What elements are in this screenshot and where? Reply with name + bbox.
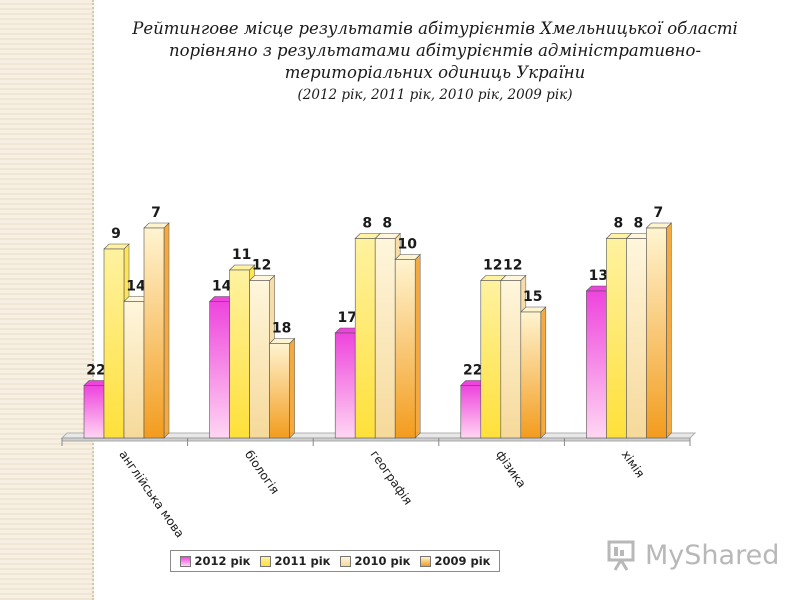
category-label: біологія	[242, 448, 282, 497]
data-label-1-0: 14	[212, 279, 232, 295]
chart-title: Рейтингове місце результатів абітурієнті…	[110, 18, 760, 106]
legend-swatch	[259, 555, 271, 567]
bar-0-3	[143, 222, 170, 439]
legend-item: 2011 рік	[259, 554, 331, 568]
legend-label: 2009 рік	[434, 554, 491, 568]
data-label-0-0: 22	[86, 363, 105, 379]
bar-3-3	[520, 306, 547, 439]
data-label-0-2: 14	[126, 279, 146, 295]
category-label: фізика	[493, 448, 529, 491]
data-label-2-0: 17	[337, 310, 356, 326]
legend-label: 2011 рік	[274, 554, 331, 568]
data-label-3-0: 22	[463, 363, 482, 379]
legend-item: 2009 рік	[419, 554, 491, 568]
category-label: англійська мова	[116, 448, 187, 541]
category-label: хімія	[619, 448, 648, 481]
data-label-0-3: 7	[151, 205, 161, 221]
data-label-2-1: 8	[362, 216, 372, 232]
data-label-1-1: 11	[232, 247, 251, 263]
myshared-logo: MyShared	[605, 535, 780, 575]
data-label-4-1: 8	[614, 216, 624, 232]
legend-swatch	[179, 555, 191, 567]
x-axis-line	[61, 437, 691, 442]
chart-title-main: Рейтингове місце результатів абітурієнті…	[132, 19, 738, 82]
logo-text: MyShared	[645, 539, 780, 571]
presentation-board-icon	[607, 540, 635, 571]
data-label-4-3: 7	[654, 205, 664, 221]
bar-0-1	[103, 243, 130, 439]
legend-label: 2010 рік	[354, 554, 411, 568]
data-label-0-1: 9	[111, 226, 121, 242]
legend-swatch	[339, 555, 351, 567]
data-label-1-3: 18	[272, 321, 291, 337]
data-label-1-2: 12	[252, 258, 271, 274]
legend-item: 2010 рік	[339, 554, 411, 568]
legend-item: 2012 рік	[179, 554, 251, 568]
bar-1-3	[268, 337, 296, 439]
data-label-4-0: 13	[589, 268, 608, 284]
data-label-4-2: 8	[634, 216, 644, 232]
decorative-side-strip	[0, 0, 94, 600]
chart-legend: 2012 рік 2011 рік 2010 рік 2009 рік	[170, 550, 500, 572]
data-label-3-2: 12	[503, 258, 522, 274]
category-label: географія	[368, 448, 416, 508]
data-label-3-3: 15	[523, 289, 542, 305]
bar-4-3	[645, 222, 673, 439]
bar-2-3	[394, 253, 421, 439]
data-label-3-1: 12	[483, 258, 502, 274]
data-label-2-2: 8	[382, 216, 392, 232]
chart-subtitle: (2012 рік, 2011 рік, 2010 рік, 2009 рік)	[297, 87, 573, 103]
legend-label: 2012 рік	[194, 554, 251, 568]
legend-swatch	[419, 555, 431, 567]
data-label-2-3: 10	[397, 237, 417, 253]
